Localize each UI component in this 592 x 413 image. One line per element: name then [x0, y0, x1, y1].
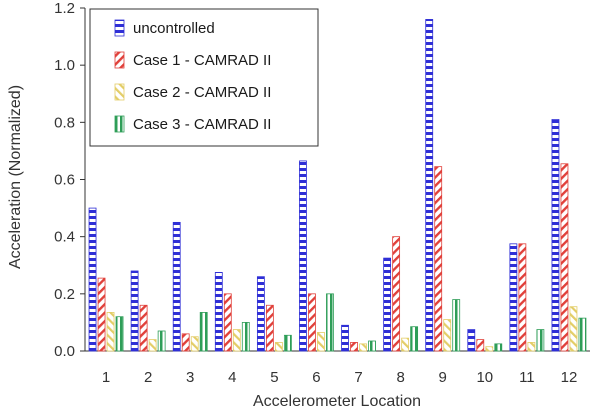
x-tick-label: 8	[396, 369, 404, 386]
x-tick-label: 12	[561, 369, 578, 386]
x-tick-label: 3	[186, 369, 194, 386]
y-axis: 0.0 0.2 0.4 0.6 0.8 1.0 1.2	[54, 0, 86, 360]
bar-case1-loc-11	[518, 243, 527, 352]
legend-swatch-case3	[114, 115, 125, 133]
bar-case2-loc-6	[317, 332, 325, 352]
y-tick-label: 0.8	[54, 114, 75, 131]
y-tick-label: 0.0	[54, 343, 75, 360]
bar-case3-loc-6	[326, 293, 334, 352]
bar-uncontrolled-loc-2	[130, 270, 139, 352]
bars	[88, 19, 587, 352]
bar-case1-loc-10	[476, 339, 485, 352]
x-axis-title: Accelerometer Location	[253, 393, 421, 410]
bar-case2-loc-7	[359, 343, 367, 352]
bar-uncontrolled-loc-11	[509, 243, 518, 352]
bar-uncontrolled-loc-4	[214, 271, 223, 352]
legend-swatch-case1	[114, 51, 125, 69]
bar-uncontrolled-loc-1	[88, 207, 97, 352]
legend-label-case2: Case 2 - CAMRAD II	[133, 84, 271, 101]
x-tick-label: 7	[354, 369, 362, 386]
y-tick-label: 1.0	[54, 57, 75, 74]
bar-case2-loc-3	[190, 336, 199, 352]
x-tick-label: 9	[439, 369, 447, 386]
x-tick-label: 4	[228, 369, 236, 386]
bar-case3-loc-4	[241, 322, 250, 352]
bar-case3-loc-10	[494, 343, 503, 352]
bar-case2-loc-4	[232, 329, 241, 352]
bar-case2-loc-5	[274, 342, 283, 352]
bar-case2-loc-1	[106, 312, 115, 352]
y-axis-title: Acceleration (Normalized)	[7, 85, 24, 269]
legend-label-uncontrolled: uncontrolled	[133, 20, 215, 37]
y-tick-label: 0.2	[54, 286, 75, 303]
bar-uncontrolled-loc-9	[425, 19, 434, 352]
y-tick-label: 0.4	[54, 229, 75, 246]
bar-case2-loc-8	[401, 337, 410, 352]
legend-swatch-case2	[114, 83, 125, 101]
bar-case3-loc-11	[536, 329, 545, 352]
bar-uncontrolled-loc-7	[341, 324, 349, 352]
x-tick-label: 10	[476, 369, 493, 386]
legend-box	[89, 8, 319, 147]
bar-uncontrolled-loc-6	[299, 160, 307, 352]
x-tick-label: 6	[312, 369, 320, 386]
bar-case2-loc-12	[569, 306, 578, 352]
bar-case1-loc-3	[181, 333, 190, 352]
bar-case2-loc-11	[527, 342, 536, 352]
y-tick-label: 1.2	[54, 0, 75, 17]
bar-uncontrolled-loc-10	[467, 329, 476, 352]
bar-case1-loc-1	[97, 277, 106, 352]
bar-case2-loc-2	[148, 339, 157, 352]
x-tick-label: 2	[144, 369, 152, 386]
bar-uncontrolled-loc-3	[172, 221, 181, 352]
legend-swatch-uncontrolled	[114, 19, 125, 37]
x-axis: 1 2 3 4 5 6 7 8 9 10 11 12	[85, 350, 590, 386]
bar-case3-loc-9	[452, 299, 461, 352]
bar-case3-loc-7	[368, 340, 376, 352]
x-tick-label: 1	[102, 369, 110, 386]
bar-case3-loc-5	[283, 334, 292, 352]
bar-case3-loc-12	[578, 317, 587, 352]
bar-case1-loc-6	[308, 293, 316, 352]
bar-uncontrolled-loc-12	[551, 119, 560, 352]
bar-case1-loc-2	[139, 304, 148, 352]
bar-case3-loc-2	[157, 330, 166, 352]
bar-case3-loc-3	[199, 312, 208, 352]
bar-case3-loc-1	[115, 316, 124, 352]
y-tick-label: 0.6	[54, 172, 75, 189]
bar-case2-loc-10	[485, 346, 494, 352]
legend-label-case1: Case 1 - CAMRAD II	[133, 52, 271, 69]
x-tick-label: 5	[270, 369, 278, 386]
bar-case1-loc-8	[392, 236, 401, 352]
bar-uncontrolled-loc-5	[256, 276, 265, 352]
x-tick-label: 11	[519, 369, 535, 386]
bar-case2-loc-9	[443, 319, 452, 352]
legend: uncontrolled Case 1 - CAMRAD II Case 2 - C…	[89, 8, 319, 147]
bar-case1-loc-7	[350, 342, 358, 352]
bar-case1-loc-9	[434, 166, 443, 352]
bar-case1-loc-5	[265, 304, 274, 352]
bar-uncontrolled-loc-8	[383, 257, 392, 352]
bar-case3-loc-8	[410, 326, 419, 352]
bar-case1-loc-4	[223, 293, 232, 352]
bar-case1-loc-12	[560, 163, 569, 352]
legend-label-case3: Case 3 - CAMRAD II	[133, 116, 271, 133]
